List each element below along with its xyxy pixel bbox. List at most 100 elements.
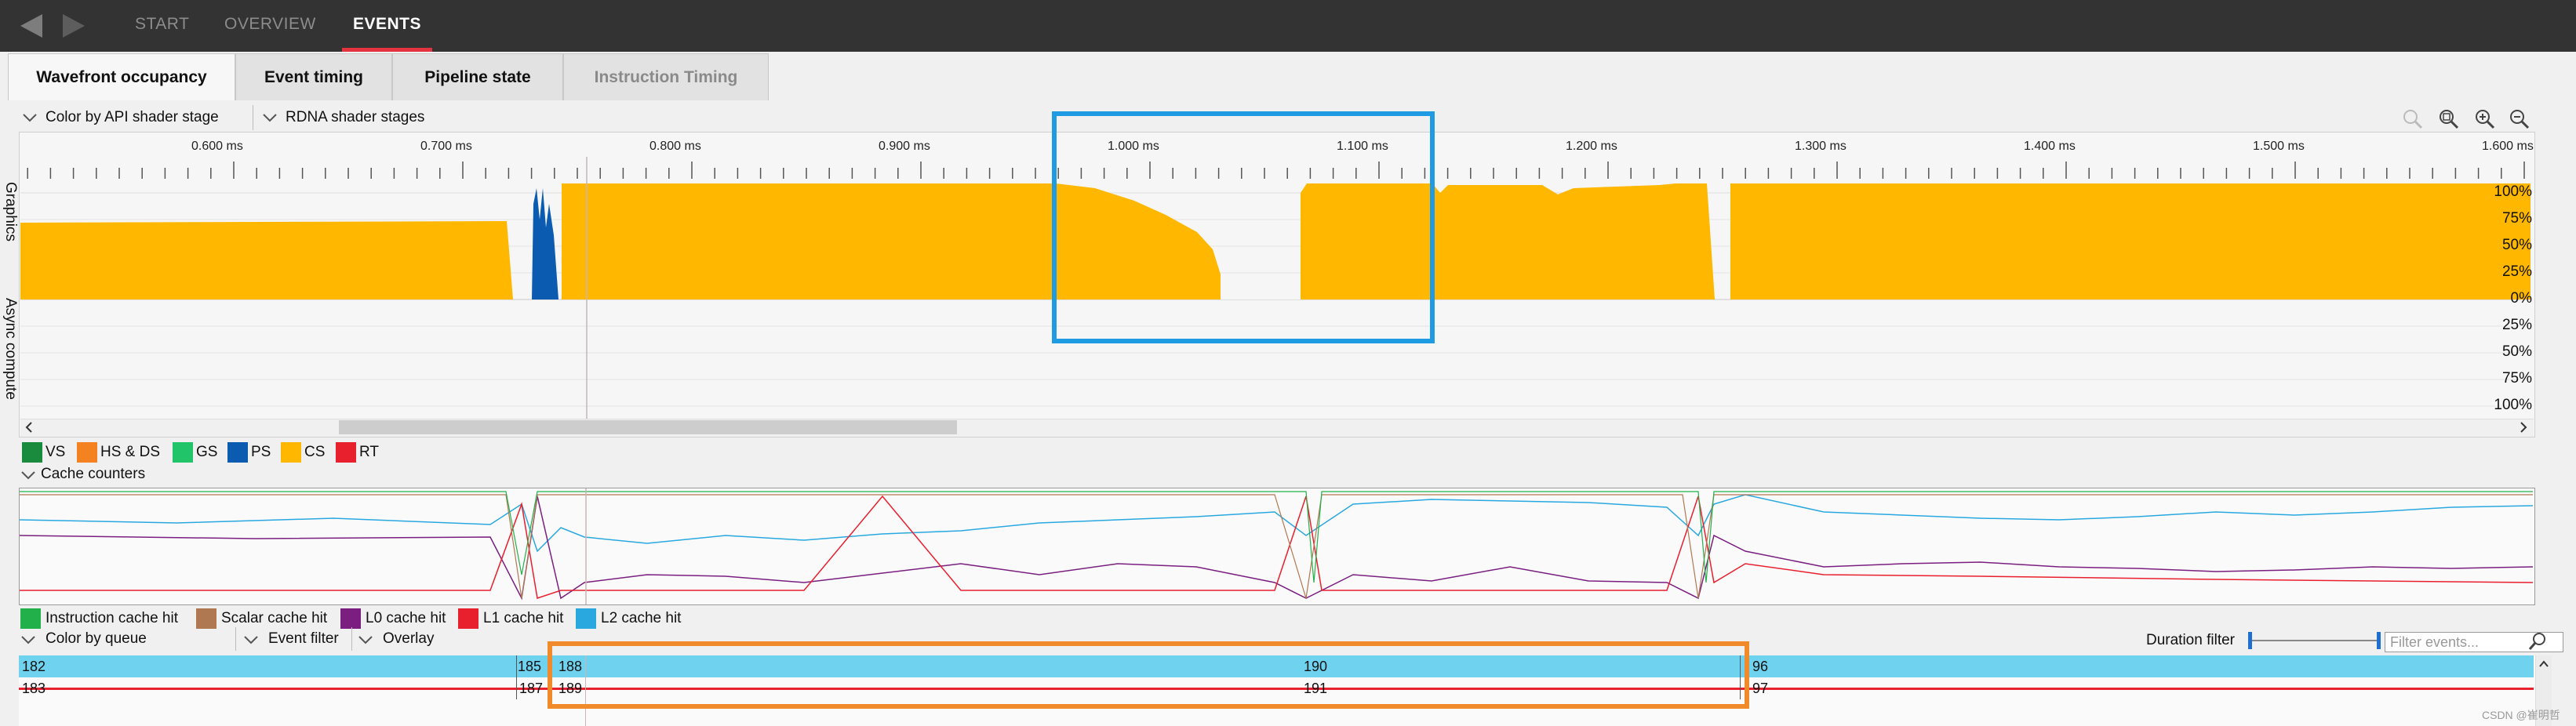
chevron-down-icon[interactable] [20, 470, 36, 481]
time-tick-label: 1.100 ms [1337, 140, 1388, 153]
subtab-event-timing[interactable]: Event timing [235, 53, 392, 100]
time-tick-label: 1.300 ms [1795, 140, 1846, 153]
overlay-dropdown[interactable]: Overlay [383, 630, 435, 647]
event-separator [1740, 655, 1741, 699]
legend-swatch-instruction-cache [20, 608, 41, 629]
top-nav-bar: START OVERVIEW EVENTS [0, 0, 2576, 52]
legend-swatch-rt [336, 442, 356, 463]
event-label[interactable]: 97 [1752, 681, 1769, 696]
async-percent-label: 75% [2501, 370, 2532, 387]
legend-label-hs-ds: HS & DS [100, 444, 161, 460]
zoom-in-icon[interactable] [2474, 108, 2496, 134]
divider [235, 627, 236, 651]
highlight-box-orange [548, 641, 1749, 709]
event-label[interactable]: 187 [519, 681, 544, 696]
event-row-1[interactable] [19, 655, 2534, 677]
color-by-shader-stage-dropdown[interactable]: Color by API shader stage [45, 109, 219, 125]
filter-events-input[interactable]: Filter events... [2385, 632, 2563, 652]
legend-label-l2-cache: L2 cache hit [601, 610, 682, 626]
event-row-2-line[interactable] [19, 688, 2534, 690]
color-by-queue-dropdown[interactable]: Color by queue [45, 630, 147, 647]
duration-slider-min-handle[interactable] [2248, 632, 2252, 649]
subtab-instruction-timing[interactable]: Instruction Timing [563, 53, 769, 100]
time-tick-label: 0.800 ms [649, 140, 701, 153]
scroll-left-icon[interactable] [24, 420, 35, 438]
cache-counters-header[interactable]: Cache counters [41, 466, 146, 482]
async-percent-label: 100% [2494, 397, 2532, 413]
time-tick-label: 1.200 ms [1566, 140, 1617, 153]
legend-swatch-vs [22, 442, 42, 463]
graphics-percent-label: 75% [2501, 210, 2532, 227]
scroll-up-icon[interactable] [2538, 659, 2549, 673]
time-tick-label: 0.900 ms [879, 140, 930, 153]
scrollbar-thumb[interactable] [339, 420, 957, 434]
legend-swatch-l2-cache [576, 608, 596, 629]
time-tick-label: 1.000 ms [1108, 140, 1159, 153]
highlight-box-blue [1052, 111, 1435, 343]
graphics-percent-label: 25% [2501, 263, 2532, 280]
duration-slider-max-handle[interactable] [2377, 632, 2381, 649]
time-tick-label: 0.700 ms [420, 140, 472, 153]
time-tick-label: 1.600 ms [2482, 140, 2534, 153]
forward-arrow-icon[interactable] [58, 13, 89, 39]
graphics-percent-label: 50% [2501, 237, 2532, 253]
duration-filter-label: Duration filter [2146, 632, 2235, 648]
legend-label-l1-cache: L1 cache hit [483, 610, 564, 626]
scroll-right-icon[interactable] [2518, 420, 2529, 438]
legend-swatch-cs [281, 442, 301, 463]
legend-label-ps: PS [251, 444, 271, 460]
async-percent-label: 50% [2501, 343, 2532, 360]
nav-tab-start[interactable]: START [135, 15, 190, 33]
shader-stages-dropdown[interactable]: RDNA shader stages [286, 109, 425, 125]
event-separator [516, 655, 517, 699]
nav-tab-events[interactable]: EVENTS [342, 0, 433, 52]
subtab-pipeline-state[interactable]: Pipeline state [392, 53, 563, 100]
event-filter-dropdown[interactable]: Event filter [268, 630, 339, 647]
legend-label-vs: VS [45, 444, 66, 460]
event-label[interactable]: 96 [1752, 659, 1769, 674]
chevron-down-icon[interactable] [262, 112, 278, 123]
time-tick-label: 1.400 ms [2024, 140, 2076, 153]
legend-swatch-l0-cache [340, 608, 361, 629]
legend-swatch-scalar-cache [196, 608, 216, 629]
nav-tab-overview[interactable]: OVERVIEW [224, 15, 316, 33]
back-arrow-icon[interactable] [16, 13, 47, 39]
chevron-down-icon[interactable] [22, 112, 38, 123]
zoom-to-selection-icon[interactable] [2438, 108, 2460, 134]
event-label[interactable]: 189 [558, 681, 583, 696]
legend-label-instruction-cache: Instruction cache hit [45, 610, 178, 626]
event-vertical-scrollbar[interactable] [2535, 655, 2552, 726]
occupancy-chart [20, 157, 2531, 423]
zoom-reset-icon[interactable] [2402, 108, 2424, 134]
search-icon[interactable] [2527, 630, 2549, 656]
legend-swatch-hs-ds [77, 442, 97, 463]
event-label[interactable]: 190 [1304, 659, 1328, 674]
async-compute-row-label: Async compute [2, 298, 19, 400]
time-tick-label: 1.500 ms [2253, 140, 2305, 153]
chevron-down-icon[interactable] [243, 634, 259, 645]
legend-swatch-l1-cache [458, 608, 478, 629]
legend-label-cs: CS [304, 444, 326, 460]
async-percent-label: 25% [2501, 317, 2532, 333]
chevron-down-icon[interactable] [358, 634, 373, 645]
event-label[interactable]: 191 [1304, 681, 1328, 696]
event-label[interactable]: 188 [558, 659, 583, 674]
chevron-down-icon[interactable] [20, 634, 36, 645]
time-tick-label: 0.600 ms [191, 140, 243, 153]
legend-label-rt: RT [359, 444, 379, 460]
watermark: CSDN @崔明哲 [2482, 709, 2560, 721]
event-label[interactable]: 182 [22, 659, 46, 674]
cache-counters-chart [19, 488, 2535, 605]
graphics-row-label: Graphics [2, 182, 19, 242]
duration-filter-slider[interactable] [2248, 640, 2380, 641]
legend-swatch-gs [173, 442, 193, 463]
event-label[interactable]: 185 [518, 659, 542, 674]
legend-label-gs: GS [196, 444, 218, 460]
cursor-line [585, 655, 586, 726]
zoom-out-icon[interactable] [2509, 108, 2531, 134]
legend-label-l0-cache: L0 cache hit [366, 610, 446, 626]
divider [351, 627, 352, 651]
legend-label-scalar-cache: Scalar cache hit [221, 610, 328, 626]
event-label[interactable]: 183 [22, 681, 46, 696]
subtab-wavefront-occupancy[interactable]: Wavefront occupancy [8, 53, 235, 100]
